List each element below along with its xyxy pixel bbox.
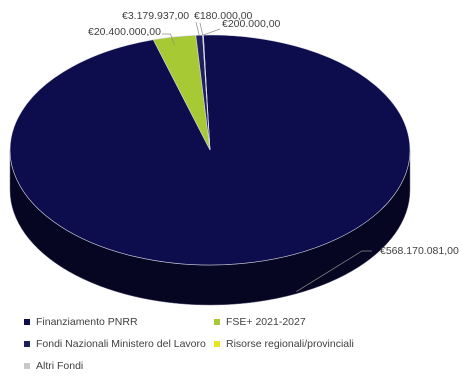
data-label-4: €200.000,00 bbox=[222, 18, 281, 30]
data-label-1: €20.400.000,00 bbox=[88, 26, 161, 38]
leader-line-2 bbox=[195, 21, 200, 36]
legend-row: Finanziamento PNRR FSE+ 2021-2027 bbox=[24, 312, 454, 332]
legend-label: Risorse regionali/provinciali bbox=[226, 338, 354, 350]
legend-swatch bbox=[24, 341, 30, 347]
legend-label: Finanziamento PNRR bbox=[36, 316, 138, 328]
pie-top bbox=[9, 34, 411, 266]
legend-swatch bbox=[24, 363, 30, 369]
legend-item-risorse-regionali: Risorse regionali/provinciali bbox=[214, 338, 354, 350]
legend-item-fse: FSE+ 2021-2027 bbox=[214, 316, 306, 328]
leader-lines bbox=[162, 21, 372, 292]
legend-label: FSE+ 2021-2027 bbox=[226, 316, 306, 328]
legend-row: Altri Fondi bbox=[24, 356, 454, 376]
legend-swatch bbox=[24, 319, 30, 325]
legend-item-fondi-nazionali: Fondi Nazionali Ministero del Lavoro bbox=[24, 338, 214, 350]
data-label-0: €568.170.081,00 bbox=[380, 245, 459, 257]
pie-chart-svg: €568.170.081,00 €20.400.000,00 €3.179.937,… bbox=[9, 10, 459, 306]
leader-line-3 bbox=[199, 22, 204, 36]
legend-item-altri-fondi: Altri Fondi bbox=[24, 360, 214, 372]
leader-line-4 bbox=[203, 28, 221, 36]
data-label-3: €180.000,00 bbox=[194, 10, 253, 22]
legend-item-pnrr: Finanziamento PNRR bbox=[24, 316, 214, 328]
legend-row: Fondi Nazionali Ministero del Lavoro Ris… bbox=[24, 334, 454, 354]
data-label-2: €3.179.937,00 bbox=[122, 10, 189, 22]
legend-label: Fondi Nazionali Ministero del Lavoro bbox=[36, 338, 206, 350]
data-labels: €568.170.081,00 €20.400.000,00 €3.179.937,… bbox=[88, 10, 459, 257]
legend-label: Altri Fondi bbox=[36, 360, 84, 372]
leader-line-1 bbox=[162, 33, 175, 45]
legend-swatch bbox=[214, 319, 220, 325]
pie-chart: €568.170.081,00 €20.400.000,00 €3.179.937,… bbox=[9, 10, 459, 306]
legend-swatch bbox=[214, 341, 220, 347]
legend: Finanziamento PNRR FSE+ 2021-2027 Fondi … bbox=[24, 312, 454, 378]
leader-line-0 bbox=[296, 250, 372, 292]
